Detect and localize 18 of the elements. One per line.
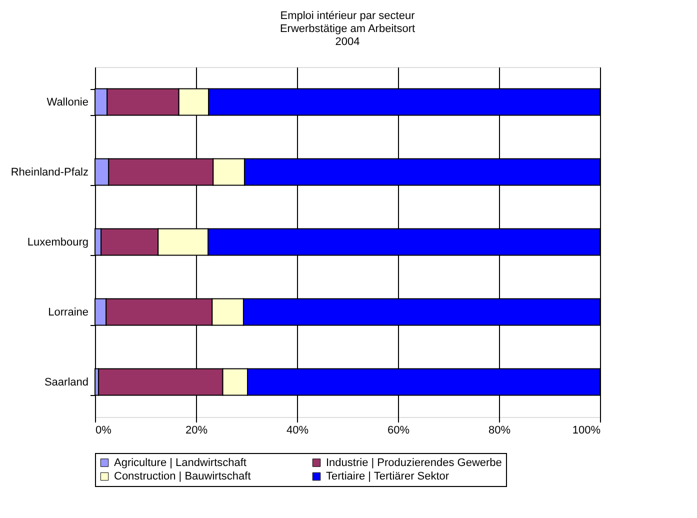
x-tick-label: 60% bbox=[387, 424, 410, 436]
x-tick-label: 80% bbox=[488, 424, 511, 436]
text: 2004 bbox=[335, 36, 360, 48]
x-tick-label: 100% bbox=[572, 424, 601, 436]
x-tick-label: 20% bbox=[185, 424, 208, 436]
y-tick-label: Rheinland-Pfalz bbox=[10, 166, 88, 178]
y-tick-label: Saarland bbox=[44, 376, 88, 388]
legend-label: Agriculture | Landwirtschaft bbox=[114, 456, 246, 469]
x-tick-label: 0% bbox=[96, 424, 112, 436]
y-tick-label: Luxembourg bbox=[27, 236, 88, 248]
y-tick-label: Lorraine bbox=[48, 306, 88, 318]
text: Emploi intérieur par secteur bbox=[280, 10, 415, 22]
y-tick-label: Wallonie bbox=[46, 96, 88, 108]
legend-label: Industrie | Produzierendes Gewerbe bbox=[326, 456, 502, 469]
legend-label: Tertiaire | Tertiärer Sektor bbox=[326, 470, 450, 482]
text: Erwerbstätige am Arbeitsort bbox=[280, 23, 416, 35]
legend-label: Construction | Bauwirtschaft bbox=[114, 470, 251, 482]
x-tick-label: 40% bbox=[286, 424, 309, 436]
